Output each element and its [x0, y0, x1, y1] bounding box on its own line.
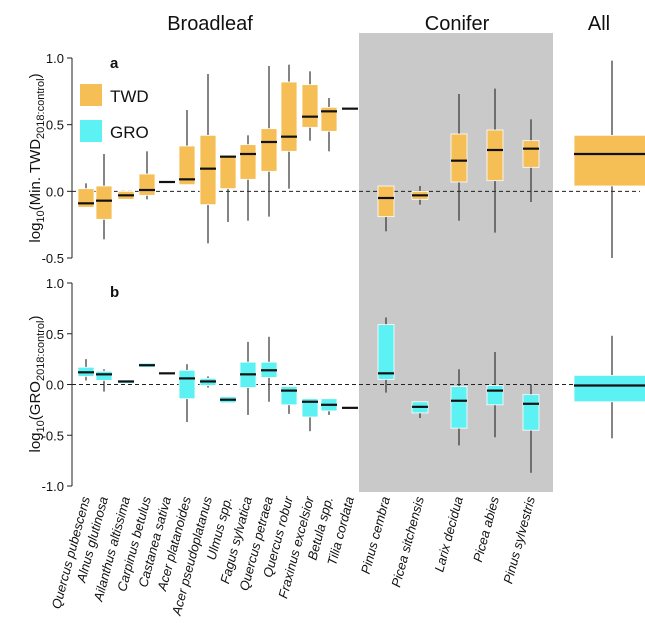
box-fraxinus-excelsior: [301, 71, 319, 141]
species-label-pinus-sylvestris: Pinus sylvestris: [500, 494, 538, 585]
box-fagus-sylvatica: [239, 135, 257, 221]
iqr-box: [239, 144, 257, 180]
y-tick-label: 0.0: [46, 184, 64, 199]
box-alnus-glutinosa: [95, 154, 113, 240]
iqr-box: [280, 81, 298, 152]
box-pinus-sylvestris: [522, 119, 540, 202]
box-pinus-cembra: [377, 185, 395, 232]
box-acer-platanoides: [178, 364, 196, 423]
y-tick-label: -0.5: [42, 251, 64, 266]
iqr-box: [450, 386, 468, 429]
group-header-conifer: Conifer: [425, 13, 490, 35]
iqr-box: [377, 324, 395, 380]
iqr-box: [301, 398, 319, 418]
y-tick-label: 0.0: [46, 378, 64, 393]
box-all: [573, 60, 645, 258]
iqr-box: [260, 128, 278, 172]
box-fagus-sylvatica: [239, 341, 257, 415]
panel-b: -1.0 -0.5 0.0 0.5 1.0 log10(GRO2018:control) b: [27, 276, 645, 494]
species-label-picea-sitchensis: Picea sitchensis: [388, 494, 427, 588]
y-axis-label: log10(Min. TWD2018:control): [27, 73, 47, 242]
box-picea-sitchensis: [411, 401, 429, 418]
iqr-box: [219, 154, 237, 190]
iqr-box: [95, 370, 113, 381]
box-pinus-cembra: [377, 317, 395, 393]
iqr-box: [178, 369, 196, 400]
box-all: [573, 335, 645, 439]
iqr-box: [573, 374, 645, 403]
iqr-box: [320, 106, 338, 132]
y-tick-label: 0.5: [46, 118, 64, 133]
group-header-all: All: [588, 13, 610, 35]
iqr-box: [522, 140, 540, 168]
box-carpinus-betulus: [138, 151, 156, 200]
iqr-box: [199, 134, 217, 206]
box-quercus-petraea: [260, 336, 278, 402]
group-headers: Broadleaf Conifer All: [167, 13, 610, 35]
box-quercus-pubescens: [77, 183, 95, 208]
iqr-box: [377, 185, 395, 218]
box-alnus-glutinosa: [95, 369, 113, 392]
iqr-box: [301, 84, 319, 128]
box-carpinus-betulus: [138, 362, 156, 368]
box-quercus-petraea: [260, 66, 278, 217]
box-picea-abies: [486, 88, 504, 233]
y-axis-label: log10(GRO2018:control): [27, 316, 47, 453]
box-ulmus-spp: [219, 154, 237, 222]
legend-label-gro: GRO: [110, 123, 149, 142]
box-acer-platanoides: [178, 110, 196, 186]
box-betula-spp: [320, 98, 338, 152]
box-ulmus-spp: [219, 396, 237, 404]
iqr-box: [522, 394, 540, 431]
iqr-box: [486, 129, 504, 182]
iqr-box: [178, 145, 196, 186]
iqr-box: [486, 385, 504, 406]
y-tick-label: 0.5: [46, 327, 64, 342]
iqr-box: [77, 188, 95, 208]
box-acer-pseudoplatanus: [199, 74, 217, 244]
box-fraxinus-excelsior: [301, 398, 319, 432]
iqr-box: [280, 386, 298, 406]
y-tick-label: 1.0: [46, 51, 64, 66]
box-ailanthus-altissima: [117, 380, 135, 384]
iqr-box: [450, 133, 468, 183]
legend: TWD GRO: [80, 84, 149, 142]
box-larix-decidua: [450, 94, 468, 221]
box-ailanthus-altissima: [117, 190, 135, 200]
iqr-box: [95, 185, 113, 220]
box-pinus-sylvestris: [522, 384, 540, 473]
box-acer-pseudoplatanus: [199, 376, 217, 388]
panel-letter-a: a: [110, 55, 119, 72]
box-betula-spp: [320, 398, 338, 415]
legend-swatch-twd: [80, 84, 102, 106]
group-header-broadleaf: Broadleaf: [167, 13, 253, 35]
box-picea-sitchensis: [411, 186, 429, 205]
panel-letter-b: b: [110, 284, 119, 301]
iqr-box: [138, 173, 156, 196]
box-picea-abies: [486, 352, 504, 438]
species-label-picea-abies: Picea abies: [470, 494, 502, 563]
y-tick-label: -0.5: [42, 428, 64, 443]
box-quercus-robur: [280, 386, 298, 414]
species-label-pinus-cembra: Pinus cembra: [358, 495, 393, 576]
box-quercus-robur: [280, 64, 298, 189]
y-tick-label: 1.0: [46, 276, 64, 291]
panel-a: -0.5 0.0 0.5 1.0 log10(Min. TWD2018:control)…: [27, 51, 645, 266]
box-quercus-pubescens: [77, 359, 95, 381]
box-larix-decidua: [450, 369, 468, 446]
species-label-larix-decidua: Larix decidua: [431, 495, 466, 574]
legend-swatch-gro: [80, 120, 102, 142]
legend-label-twd: TWD: [110, 87, 149, 106]
y-tick-label: -1.0: [42, 479, 64, 494]
iqr-box: [573, 134, 645, 187]
